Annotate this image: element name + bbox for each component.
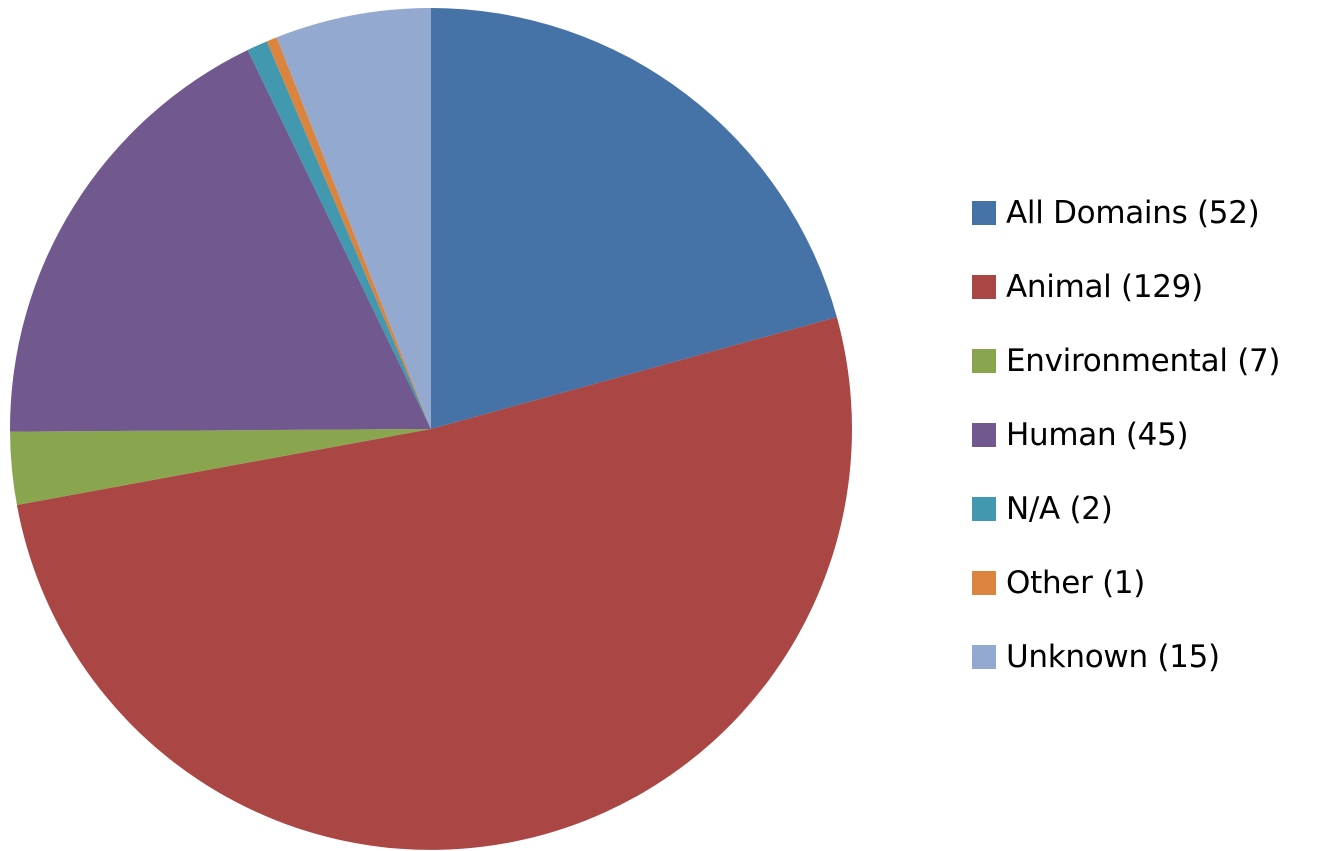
pie-slice-animal bbox=[16, 317, 852, 850]
legend-label-human: Human (45) bbox=[1006, 416, 1189, 453]
pie-slice-other bbox=[266, 37, 431, 429]
legend-label-animal: Animal (129) bbox=[1006, 268, 1203, 305]
legend-swatch-unknown bbox=[972, 644, 996, 669]
legend-label-na: N/A (2) bbox=[1006, 490, 1113, 527]
legend-swatch-animal bbox=[972, 274, 996, 299]
legend-item-human: Human (45) bbox=[972, 410, 1312, 459]
pie-slice-human bbox=[10, 50, 431, 432]
legend-label-all-domains: All Domains (52) bbox=[1006, 194, 1260, 231]
chart-legend: All Domains (52) Animal (129) Environmen… bbox=[972, 188, 1312, 706]
legend-item-environmental: Environmental (7) bbox=[972, 336, 1312, 385]
legend-item-animal: Animal (129) bbox=[972, 262, 1312, 311]
legend-swatch-other bbox=[972, 570, 996, 595]
legend-swatch-na bbox=[972, 496, 996, 521]
legend-item-unknown: Unknown (15) bbox=[972, 632, 1312, 681]
legend-item-other: Other (1) bbox=[972, 558, 1312, 607]
legend-item-na: N/A (2) bbox=[972, 484, 1312, 533]
pie-slice-all-domains bbox=[431, 8, 837, 429]
legend-item-all-domains: All Domains (52) bbox=[972, 188, 1312, 237]
legend-swatch-human bbox=[972, 422, 996, 447]
pie-slice-unknown bbox=[276, 8, 431, 429]
pie-slice-n-a bbox=[247, 41, 431, 429]
legend-swatch-environmental bbox=[972, 348, 996, 373]
pie-slice-environmental bbox=[10, 429, 431, 505]
legend-label-environmental: Environmental (7) bbox=[1006, 342, 1281, 379]
legend-label-unknown: Unknown (15) bbox=[1006, 638, 1220, 675]
legend-label-other: Other (1) bbox=[1006, 564, 1146, 601]
pie-plot-area bbox=[10, 8, 852, 850]
legend-swatch-all-domains bbox=[972, 200, 996, 225]
